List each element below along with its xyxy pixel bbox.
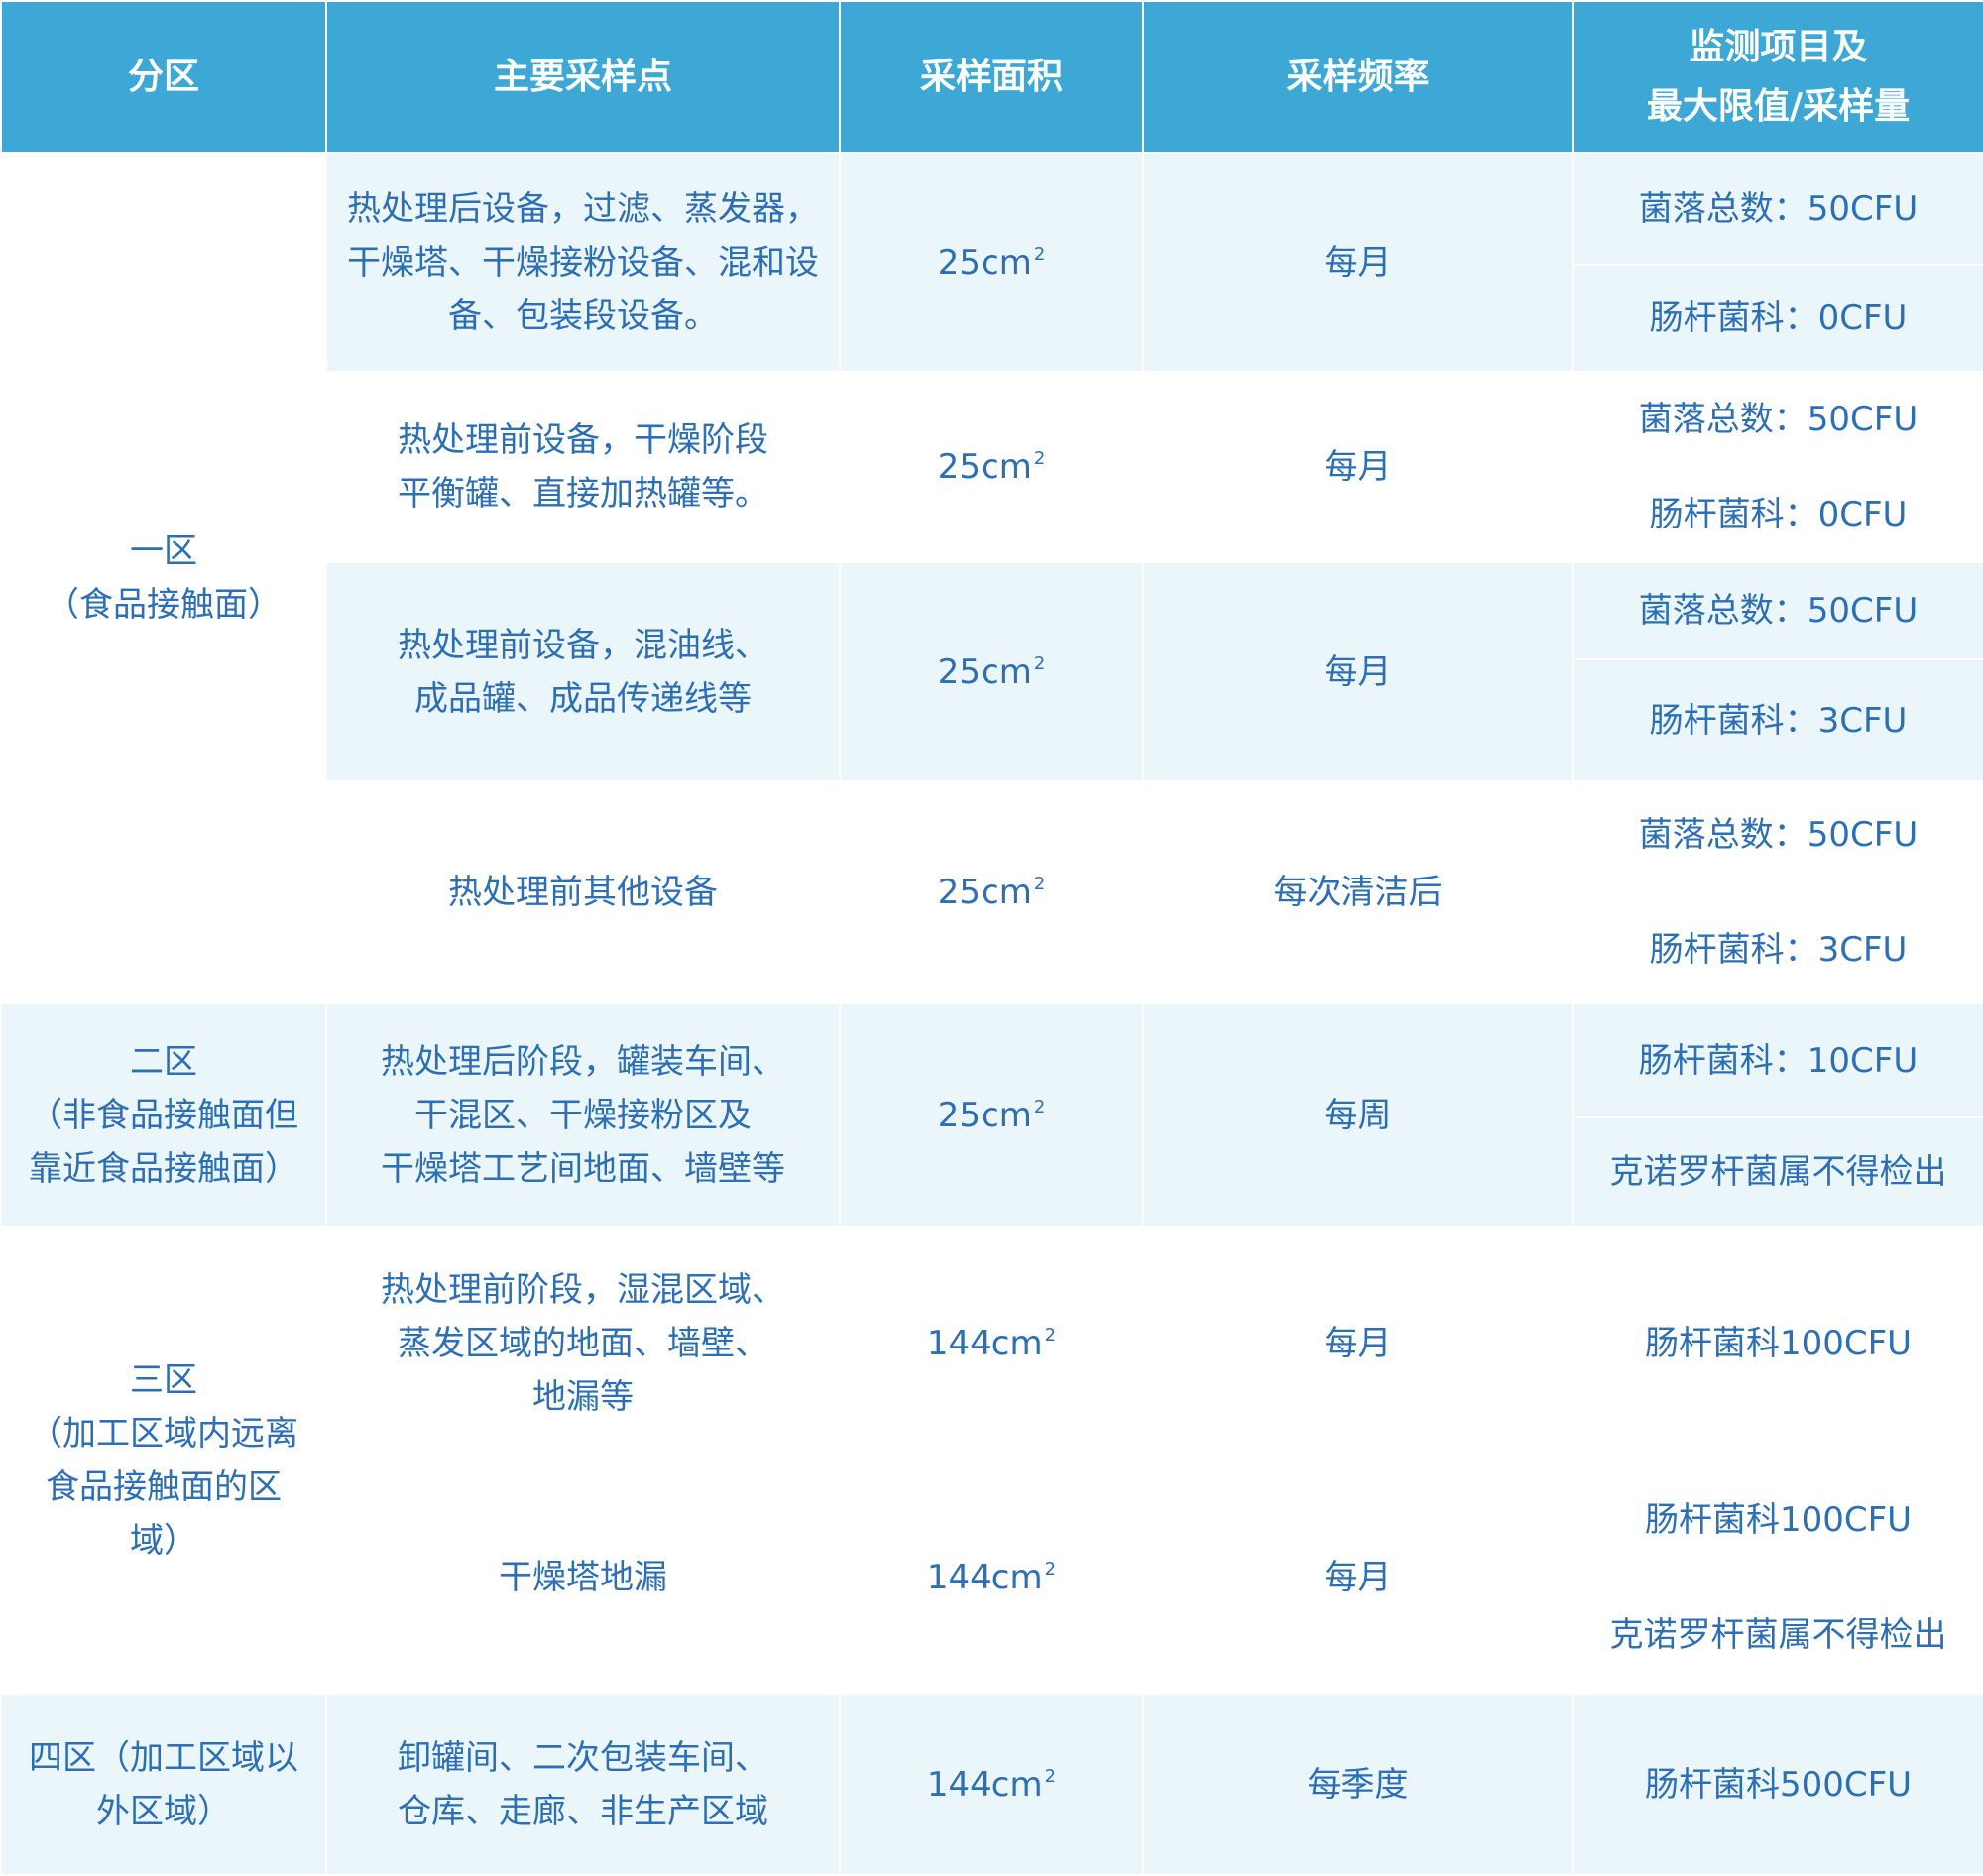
zone-3: 三区 （加工区域内远离 食品接触面的区 域） [0, 1226, 327, 1695]
limit-cell: 肠杆菌科100CFU 克诺罗杆菌属不得检出 [1572, 1460, 1983, 1695]
site-cell: 热处理前设备，干燥阶段 平衡罐、直接加热罐等。 [325, 371, 841, 563]
table-row: 肠杆菌科：3CFU [1, 658, 1983, 782]
zone-2: 二区 （非食品接触面但 靠近食品接触面） [0, 1002, 327, 1228]
frequency-cell: 每月 [1142, 371, 1574, 563]
header-limits-line2: 最大限值/采样量 [1646, 85, 1911, 127]
limit-cell: 肠杆菌科：10CFU [1572, 1002, 1983, 1118]
limit-cell: 肠杆菌科100CFU [1572, 1226, 1983, 1462]
area-cell: 144cm 2 [839, 1460, 1144, 1695]
frequency-cell: 每季度 [1142, 1693, 1574, 1876]
header-frequency: 采样频率 [1142, 0, 1574, 154]
table-row: 二区 （非食品接触面但 靠近食品接触面） 热处理后阶段，罐装车间、 干混区、干燥接粉区… [0, 1002, 1983, 1228]
site-cell: 干燥塔地漏 [325, 1460, 841, 1695]
site-cell: 热处理后阶段，罐装车间、 干混区、干燥接粉区及 干燥塔工艺间地面、墙壁等 [325, 1002, 841, 1228]
area-cell: 25cm 2 [839, 371, 1144, 563]
limit-cell: 菌落总数：50CFU [1572, 561, 1983, 660]
area-cell: 25cm 2 [839, 152, 1144, 373]
site-cell: 热处理前其他设备 [325, 780, 841, 1004]
table-row: 一区 （食品接触面） 热处理后设备，过滤、蒸发器， 干燥塔、干燥接粉设备、混和设 备、… [0, 152, 1983, 1004]
table-row: 热处理前设备，干燥阶段 平衡罐、直接加热罐等。 25cm 2 每月 菌落总数：50C… [1, 371, 1983, 563]
area-cell: 25cm 2 [839, 780, 1144, 1004]
area-cell: 144cm 2 [839, 1226, 1144, 1462]
table-row: 肠杆菌科：0CFU [1, 264, 1983, 373]
frequency-cell: 每月 [1142, 561, 1574, 782]
site-cell: 热处理前阶段，湿混区域、 蒸发区域的地面、墙壁、 地漏等 [325, 1226, 841, 1462]
limit-cell: 菌落总数：50CFU 肠杆菌科：0CFU [1572, 371, 1983, 563]
table-row: 干燥塔地漏 144cm 2 每月 肠杆菌科100CFU 克诺罗杆菌属不得检出 [1, 1460, 1983, 1695]
header-limits-line1: 监测项目及 [1689, 26, 1868, 67]
frequency-cell: 每月 [1142, 1460, 1574, 1695]
frequency-cell: 每次清洁后 [1142, 780, 1574, 1004]
area-cell: 25cm 2 [839, 1002, 1144, 1228]
site-cell: 卸罐间、二次包装车间、 仓库、走廊、非生产区域 [325, 1693, 841, 1876]
header-zone: 分区 [0, 0, 327, 154]
table-row: 热处理前其他设备 25cm 2 每次清洁后 菌落总数：50CFU 肠杆菌科：3CFU [1, 780, 1983, 1004]
limit-cell: 克诺罗杆菌属不得检出 [1572, 1116, 1983, 1228]
zone-1: 一区 （食品接触面） [0, 152, 327, 1004]
frequency-cell: 每周 [1142, 1002, 1574, 1228]
area-cell: 144cm 2 [839, 1693, 1144, 1876]
frequency-cell: 每月 [1142, 1226, 1574, 1462]
header-site: 主要采样点 [325, 0, 841, 154]
limit-cell: 肠杆菌科500CFU [1572, 1693, 1983, 1876]
table-row: 四区（加工区域以 外区域） 卸罐间、二次包装车间、 仓库、走廊、非生产区域 144c… [0, 1693, 1983, 1876]
zone-4: 四区（加工区域以 外区域） [0, 1693, 327, 1876]
site-cell: 热处理前设备，混油线、 成品罐、成品传递线等 [325, 561, 841, 782]
site-cell: 热处理后设备，过滤、蒸发器， 干燥塔、干燥接粉设备、混和设 备、包装段设备。 [325, 152, 841, 373]
limit-cell: 菌落总数：50CFU [1572, 152, 1983, 266]
table-row: 三区 （加工区域内远离 食品接触面的区 域） 热处理前阶段，湿混区域、 蒸发区域的地面、… [0, 1226, 1983, 1695]
limit-cell: 菌落总数：50CFU 肠杆菌科：3CFU [1572, 780, 1983, 1004]
limit-cell: 肠杆菌科：0CFU [1572, 264, 1983, 373]
header-area: 采样面积 [839, 0, 1144, 154]
header-row: 分区 主要采样点 采样面积 采样频率 监测项目及最大限值/采样量 [0, 0, 1983, 154]
frequency-cell: 每月 [1142, 152, 1574, 373]
header-limits: 监测项目及最大限值/采样量 [1572, 0, 1983, 154]
limit-cell: 肠杆菌科：3CFU [1572, 658, 1983, 782]
table-row: 热处理前设备，混油线、 成品罐、成品传递线等 25cm 2 每月 菌落总数：50CF… [1, 561, 1983, 782]
table-row: 克诺罗杆菌属不得检出 [1, 1116, 1983, 1228]
area-cell: 25cm 2 [839, 561, 1144, 782]
